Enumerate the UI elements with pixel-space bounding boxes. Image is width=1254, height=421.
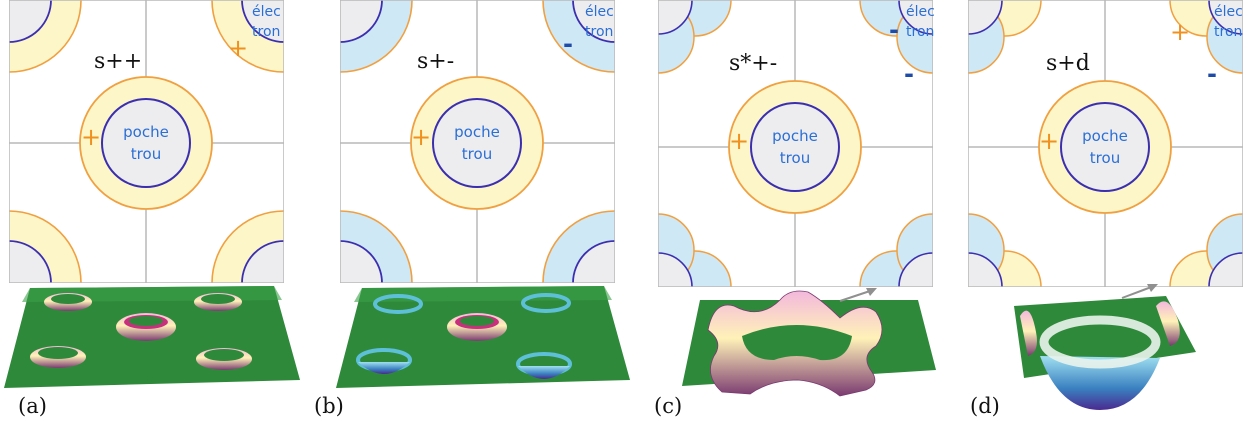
panel-b: s+- poche trou + élec tron - (b) [314,0,630,418]
electron-label-line2-a: tron [252,24,280,40]
electron-pockets-a [9,0,284,283]
electron-label-line1-a: élec [252,4,281,20]
hole-sign-b: + [411,123,431,151]
electron-sign2-c: - [904,60,914,88]
hole-pocket-c [728,80,862,214]
electron-pockets-d [968,0,1243,287]
electron-sign-a: + [228,34,248,62]
symmetry-label-c: s*+- [729,51,777,76]
electron-sign-b: - [563,30,573,58]
panel-d: s+d poche trou + élec tron + - (d) [968,0,1243,418]
hole-label-line1-a: poche [123,123,169,141]
electron-pockets-c [658,0,933,287]
hole-label-line2-b: trou [462,145,492,163]
dip-ring [356,293,572,379]
bump-ring [30,293,252,370]
symmetry-label-a: s++ [94,49,142,74]
gap-surface-a [4,286,300,388]
brillouin-zone-c [658,0,933,287]
brillouin-zone-b [340,0,615,283]
electron-label-line1-b: élec [585,4,614,20]
electron-sign1-d: + [1170,18,1190,46]
panel-a: s++ poche trou + élec tron + [4,0,300,418]
electron-sign1-c: - [889,16,899,44]
hole-label-line1-c: poche [772,127,818,145]
electron-label-line1-c: élec [906,4,935,20]
electron-pockets-b [340,0,615,283]
gap-ring-edge [1039,315,1161,369]
electron-sign2-d: - [1207,60,1217,88]
panel-caption-b: (b) [314,394,344,418]
panel-caption-c: (c) [654,394,682,418]
hole-label-line1-d: poche [1082,127,1128,145]
symmetry-label-b: s+- [417,49,454,74]
hole-label-line2-d: trou [1090,149,1120,167]
electron-label-line2-c: tron [906,24,934,40]
hole-sign-d: + [1039,127,1059,155]
gap-surface-d [1014,284,1196,410]
hole-pocket-d [1038,80,1172,214]
hole-sign-a: + [81,123,101,151]
hole-pocket-b [410,76,544,210]
electron-label-line2-b: tron [585,24,613,40]
gap-surface-c [682,288,936,397]
hole-label-line2-c: trou [780,149,810,167]
brillouin-zone-d [968,0,1243,287]
gap-dip-lobe [1040,356,1160,410]
gap-surface-b [336,286,630,388]
electron-label-line1-d: élec [1214,4,1243,20]
electron-label-line2-d: tron [1214,24,1242,40]
panel-c: s*+- poche trou + élec tron - - (c) [654,0,936,418]
brillouin-zone-a [9,0,284,283]
panel-caption-d: (d) [970,394,1000,418]
hole-label-line2-a: trou [131,145,161,163]
hole-pocket-a [79,76,213,210]
panel-caption-a: (a) [18,394,47,418]
symmetry-label-d: s+d [1046,51,1090,76]
hole-sign-c: + [729,127,749,155]
hole-label-line1-b: poche [454,123,500,141]
